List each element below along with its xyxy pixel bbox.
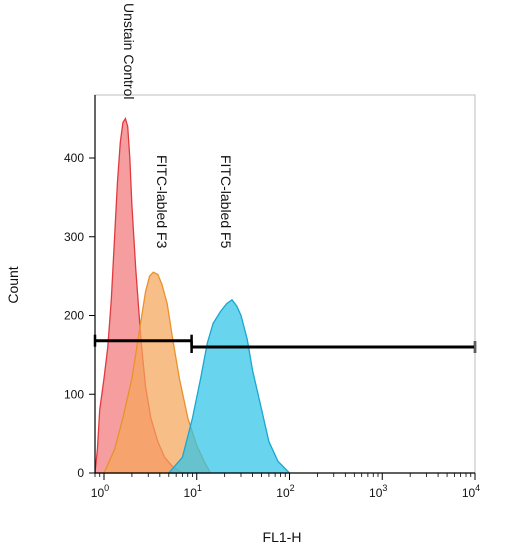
x-tick-label-4: 104 [462, 483, 480, 500]
y-tick-label-2: 200 [64, 309, 84, 323]
x-axis-ticks: 100 101 102 103 104 [91, 473, 480, 500]
histogram-series-layer [94, 117, 292, 474]
x-tick-label-0: 100 [91, 483, 109, 500]
y-tick-label-3: 300 [64, 230, 84, 244]
y-tick-label-0: 0 [77, 466, 84, 480]
series-label-fitc-f5: FITC-labled F5 [218, 155, 234, 249]
series-label-fitc-f3: FITC-labled F3 [154, 155, 170, 249]
y-axis-title: Count [5, 266, 21, 303]
x-axis-title: FL1-H [263, 529, 302, 545]
y-axis-ticks: 0 100 200 300 400 [64, 151, 95, 480]
histogram-series-2 [167, 298, 292, 474]
y-tick-label-1: 100 [64, 387, 84, 401]
series-label-unstain-control: Unstain Control [121, 3, 137, 100]
x-tick-label-2: 102 [276, 483, 294, 500]
y-tick-label-4: 400 [64, 151, 84, 165]
x-tick-label-1: 101 [184, 483, 202, 500]
x-tick-label-3: 103 [369, 483, 387, 500]
